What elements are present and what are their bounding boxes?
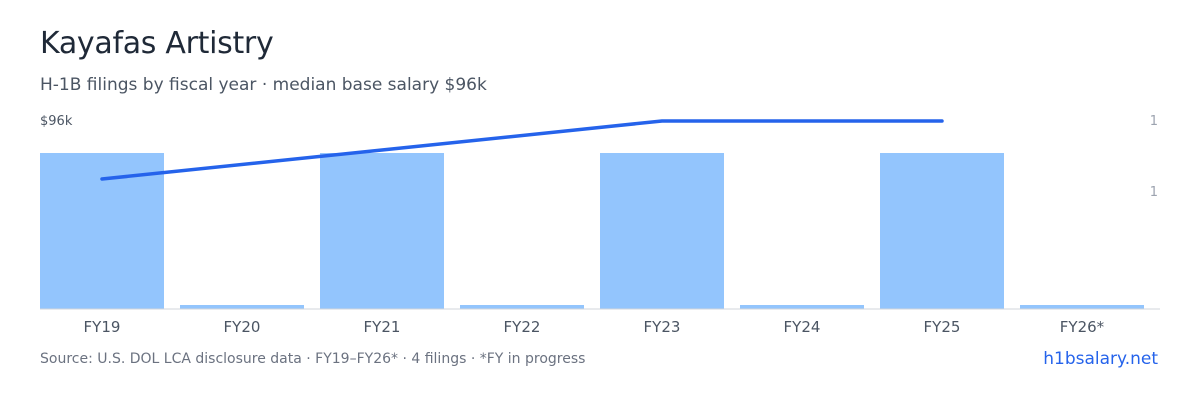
left-axis-tick-label: $96k (40, 114, 73, 129)
x-tick-label: FY20 (224, 318, 261, 336)
x-tick-label: FY25 (924, 318, 961, 336)
salary-point-fy23 (661, 120, 663, 122)
x-tick-label: FY26* (1060, 318, 1105, 336)
bar-fy22 (460, 305, 584, 309)
bar-fy20 (180, 305, 304, 309)
salary-line (100, 119, 944, 181)
x-tick-label: FY21 (364, 318, 401, 336)
chart-title: Kayafas Artistry (40, 26, 274, 61)
bar-fy26-star (1020, 305, 1144, 309)
bars-layer (40, 153, 1144, 309)
x-tick-label: FY23 (644, 318, 681, 336)
footer-brand-link[interactable]: h1bsalary.net (1043, 349, 1158, 369)
bar-fy24 (740, 305, 864, 309)
labels-layer: FY19 FY20 FY21 FY22 FY23 FY24 FY25 FY26* (84, 318, 1105, 336)
bar-fy25 (880, 153, 1004, 309)
salary-point-fy19 (101, 178, 103, 180)
right-axis-tick-label: 1 (1150, 185, 1158, 200)
bar-fy19 (40, 153, 164, 309)
chart-subtitle: H-1B filings by fiscal year · median bas… (40, 75, 487, 95)
salary-point-fy25 (941, 120, 943, 122)
x-tick-label: FY19 (84, 318, 121, 336)
line-layer (100, 119, 944, 181)
right-axis-tick-label: 1 (1150, 114, 1158, 129)
x-tick-label: FY22 (504, 318, 541, 336)
salary-point-fy21 (381, 149, 383, 151)
x-tick-label: FY24 (784, 318, 821, 336)
bar-fy23 (600, 153, 724, 309)
bar-fy21 (320, 153, 444, 309)
footer-source-note: Source: U.S. DOL LCA disclosure data · F… (40, 351, 586, 367)
